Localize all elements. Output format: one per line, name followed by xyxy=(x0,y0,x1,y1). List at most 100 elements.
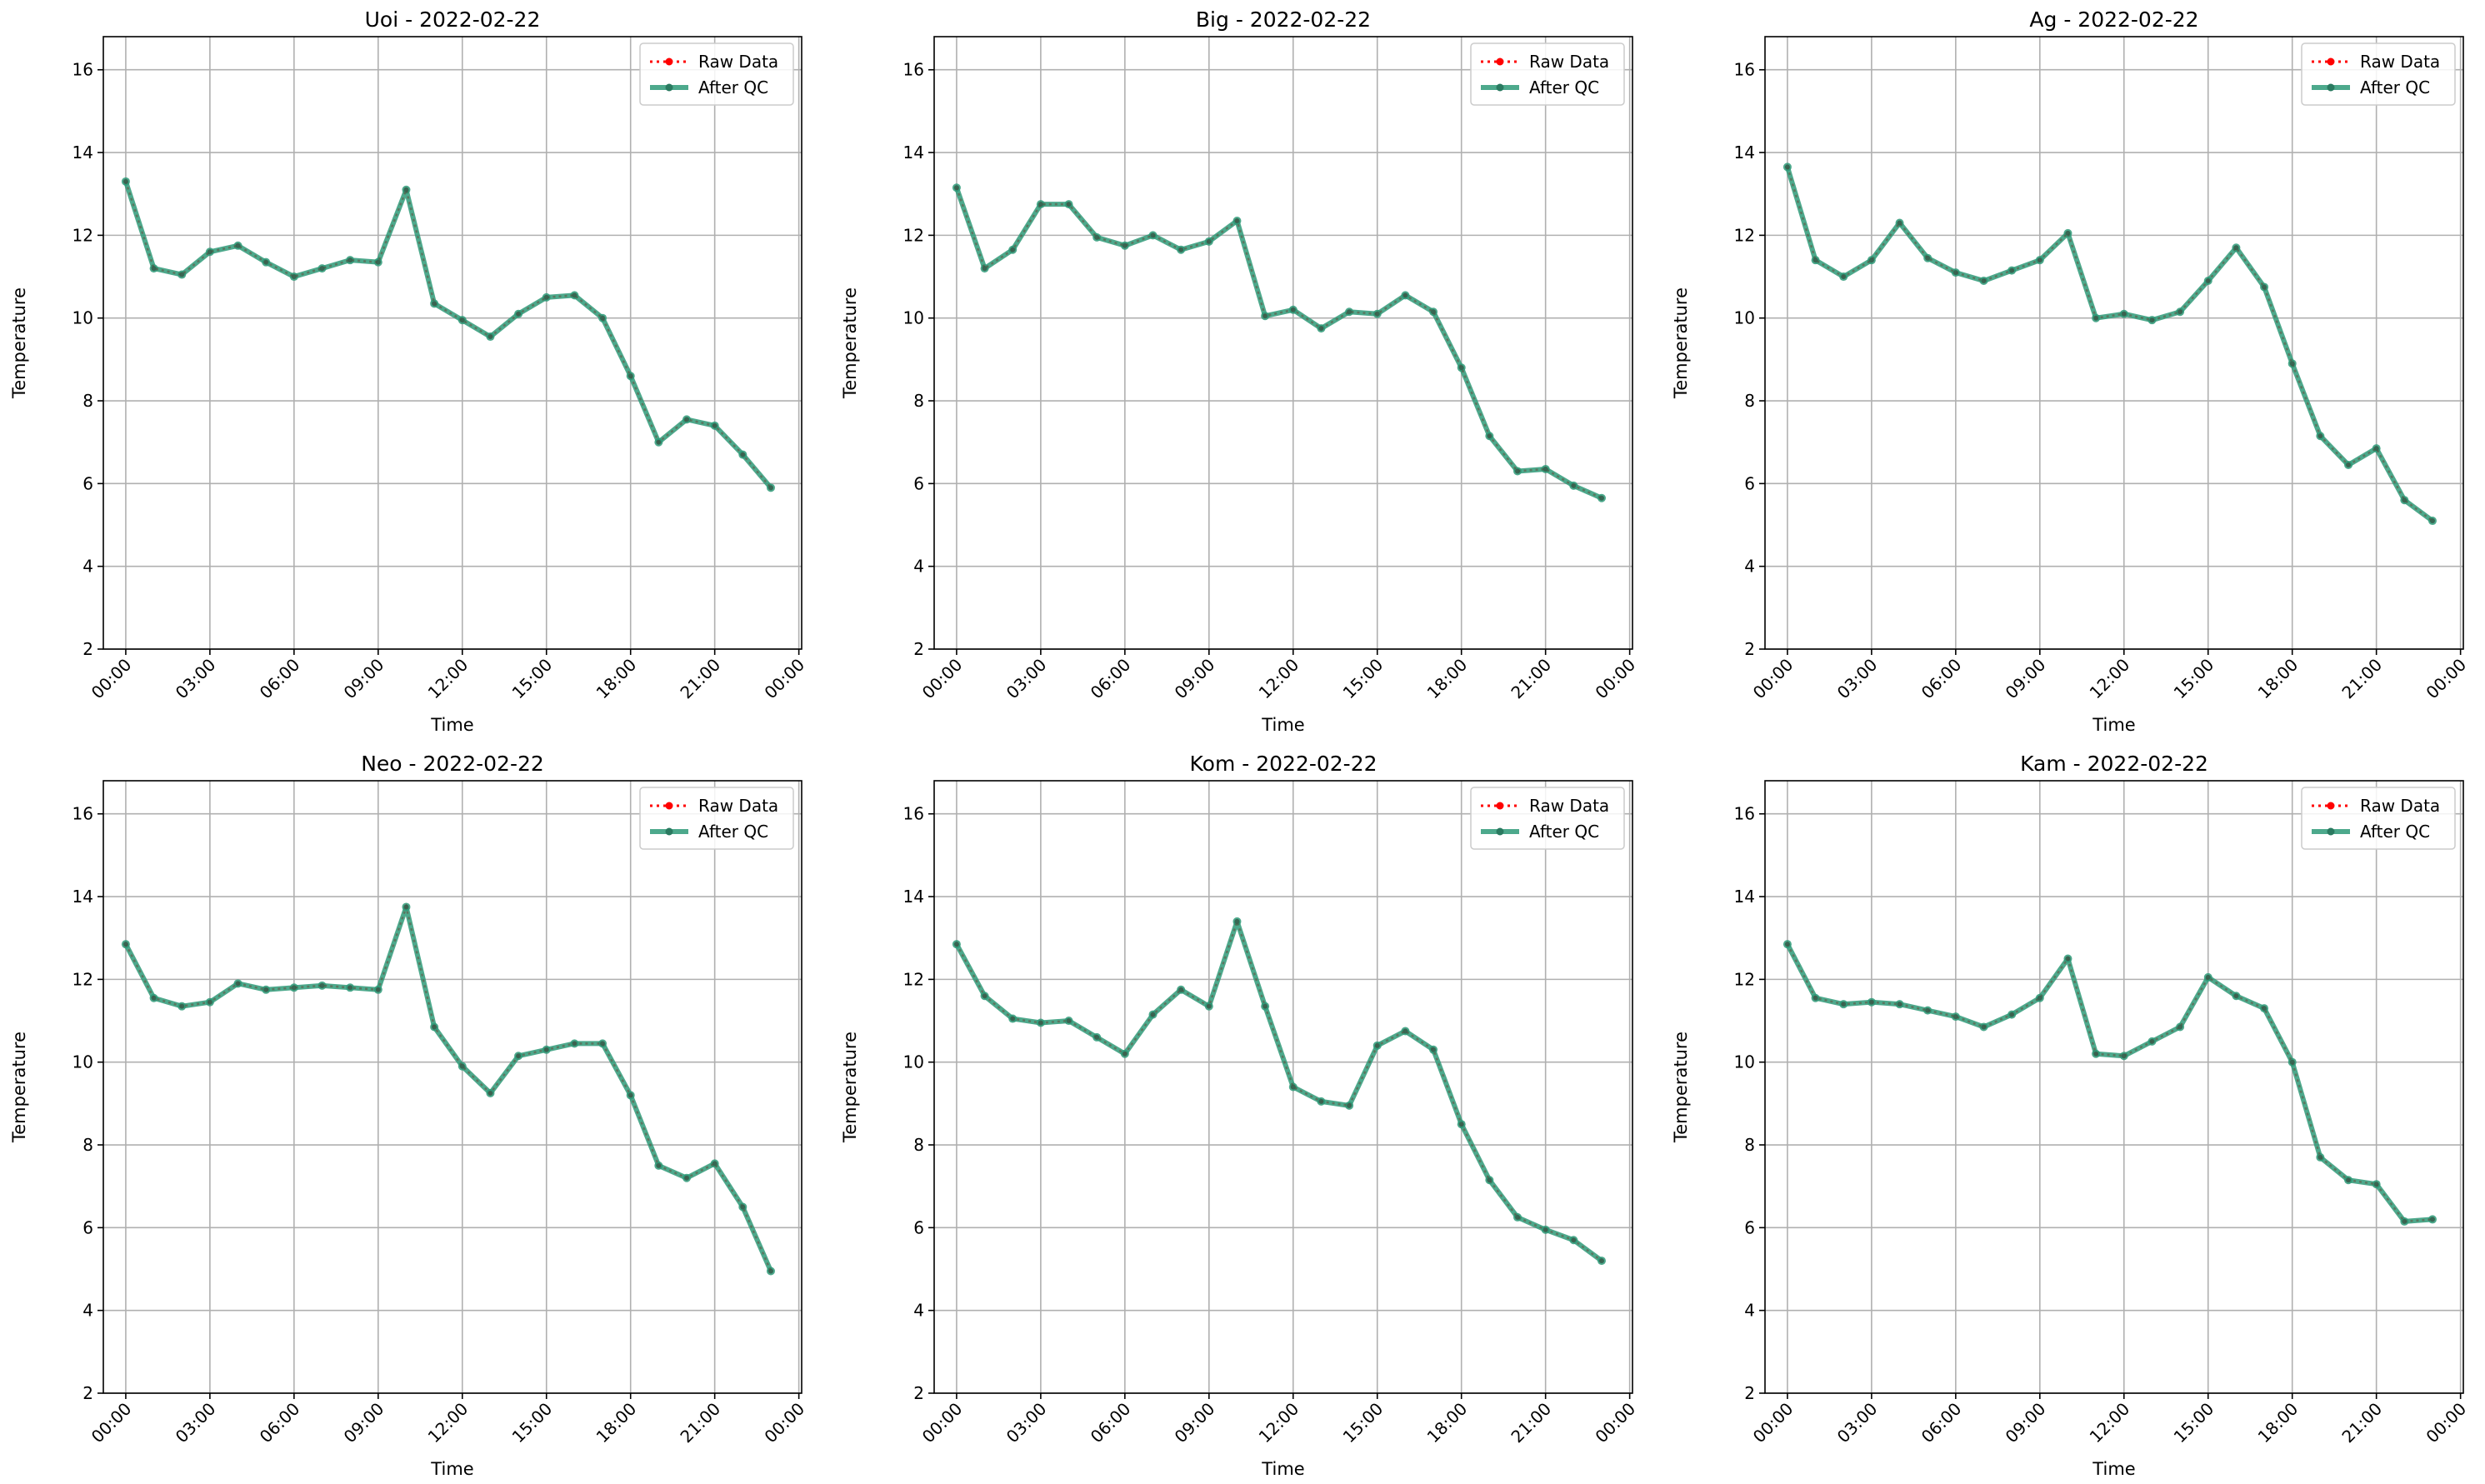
legend-marker-after-qc xyxy=(665,83,673,92)
data-point-raw-data xyxy=(2289,361,2295,367)
data-point-raw-data xyxy=(1458,1122,1464,1127)
data-point-raw-data xyxy=(2233,245,2239,251)
y-tick-label: 4 xyxy=(1744,1301,1755,1321)
y-tick-label: 6 xyxy=(1744,473,1755,493)
y-axis-label: Temperature xyxy=(1671,1032,1691,1143)
data-point-raw-data xyxy=(1094,1034,1100,1040)
x-tick-label: 03:00 xyxy=(1833,655,1882,703)
data-point-raw-data xyxy=(2121,1053,2127,1059)
data-point-raw-data xyxy=(1598,495,1604,501)
axes-frame xyxy=(933,36,1633,650)
x-tick-label: 18:00 xyxy=(2254,655,2302,703)
legend-marker-raw-data xyxy=(2327,802,2335,810)
y-tick-label: 2 xyxy=(1744,639,1755,659)
x-tick-label: 18:00 xyxy=(2254,1399,2302,1447)
x-tick-label: 09:00 xyxy=(1171,1399,1219,1447)
x-tick-label: 00:00 xyxy=(1749,1399,1798,1447)
data-point-raw-data xyxy=(235,981,241,987)
x-tick-label: 00:00 xyxy=(1591,655,1639,703)
y-tick-label: 8 xyxy=(82,391,93,411)
data-point-raw-data xyxy=(1868,257,1874,263)
data-point-raw-data xyxy=(459,1063,465,1069)
data-point-raw-data xyxy=(1402,1028,1408,1034)
y-tick-label: 2 xyxy=(913,1383,924,1403)
chart-panel-2: 2 4 6 8 10 12 14 16 00:00 03:00 06:00 09:00 12:00 15:… xyxy=(840,7,1639,735)
data-point-raw-data xyxy=(151,995,157,1001)
data-point-raw-data xyxy=(235,242,241,248)
y-tick-label: 12 xyxy=(72,969,93,989)
x-tick-label: 00:00 xyxy=(1749,655,1798,703)
data-point-raw-data xyxy=(712,422,718,428)
x-tick-label: 00:00 xyxy=(918,655,967,703)
data-point-raw-data xyxy=(1981,278,1987,284)
data-point-raw-data xyxy=(207,249,212,255)
data-point-raw-data xyxy=(2373,1182,2379,1187)
data-point-raw-data xyxy=(179,272,185,277)
y-tick-label: 16 xyxy=(72,60,93,80)
data-point-raw-data xyxy=(1598,1258,1604,1264)
data-point-raw-data xyxy=(2093,315,2099,321)
data-point-raw-data xyxy=(1515,1214,1521,1220)
y-tick-label: 2 xyxy=(1744,1383,1755,1403)
data-point-raw-data xyxy=(1347,309,1352,315)
data-point-raw-data xyxy=(1571,482,1577,488)
y-axis-label: Temperature xyxy=(9,1032,29,1143)
data-point-raw-data xyxy=(982,993,988,999)
data-point-raw-data xyxy=(319,982,325,988)
data-point-raw-data xyxy=(516,311,522,317)
data-point-raw-data xyxy=(1981,1024,1987,1030)
x-axis-label: Time xyxy=(2092,715,2135,735)
legend-marker-after-qc xyxy=(2327,83,2335,92)
data-point-raw-data xyxy=(1038,1020,1043,1026)
legend-label-raw-data: Raw Data xyxy=(1529,796,1609,816)
data-point-raw-data xyxy=(1431,309,1437,315)
y-tick-label: 12 xyxy=(903,225,924,245)
chart-panel-3: 2 4 6 8 10 12 14 16 00:00 03:00 06:00 09:00 12:00 15:… xyxy=(1671,7,2470,735)
data-point-raw-data xyxy=(2009,1012,2015,1017)
data-point-raw-data xyxy=(2149,317,2155,323)
x-axis-label: Time xyxy=(1261,715,1304,735)
data-point-raw-data xyxy=(2402,1218,2408,1224)
data-point-raw-data xyxy=(1290,1084,1296,1090)
data-point-raw-data xyxy=(2402,497,2408,503)
y-tick-label: 16 xyxy=(72,804,93,824)
x-tick-label: 00:00 xyxy=(2422,655,2470,703)
data-point-raw-data xyxy=(600,315,606,321)
data-point-raw-data xyxy=(1784,942,1790,947)
chart-title: Kom - 2022-02-22 xyxy=(1190,752,1378,776)
data-point-raw-data xyxy=(1262,313,1268,319)
chart-panel-5: 2 4 6 8 10 12 14 16 00:00 03:00 06:00 09:00 12:00 15:… xyxy=(840,752,1639,1479)
y-tick-label: 4 xyxy=(82,1301,93,1321)
data-point-raw-data xyxy=(1431,1047,1437,1052)
data-point-raw-data xyxy=(2262,284,2268,290)
x-tick-label: 09:00 xyxy=(340,655,388,703)
series-line-raw-data xyxy=(955,917,1602,1262)
y-tick-label: 12 xyxy=(72,225,93,245)
y-tick-label: 16 xyxy=(1734,60,1755,80)
data-point-raw-data xyxy=(2429,1217,2435,1222)
legend: Raw Data After QC xyxy=(2301,42,2456,106)
data-point-raw-data xyxy=(1897,220,1902,226)
data-point-raw-data xyxy=(263,259,269,265)
legend-marker-raw-data xyxy=(2327,57,2335,66)
data-point-raw-data xyxy=(1206,1003,1212,1009)
y-tick-label: 10 xyxy=(72,308,93,328)
x-tick-label: 06:00 xyxy=(1918,1399,1966,1447)
data-point-raw-data xyxy=(179,1003,185,1009)
legend-label-raw-data: Raw Data xyxy=(1529,52,1609,72)
data-point-raw-data xyxy=(1812,995,1818,1001)
data-point-raw-data xyxy=(1402,292,1408,298)
y-tick-label: 10 xyxy=(72,1052,93,1072)
series-line-raw-data xyxy=(1786,943,2433,1223)
data-point-raw-data xyxy=(2346,462,2352,468)
data-point-raw-data xyxy=(953,185,959,191)
legend-label-raw-data: Raw Data xyxy=(2360,52,2440,72)
y-tick-label: 14 xyxy=(903,142,924,162)
x-tick-label: 12:00 xyxy=(2086,1399,2134,1447)
data-point-raw-data xyxy=(1487,433,1492,439)
data-point-raw-data xyxy=(628,1092,633,1098)
y-tick-label: 8 xyxy=(82,1135,93,1155)
y-tick-label: 4 xyxy=(913,557,924,577)
data-point-raw-data xyxy=(1122,1051,1128,1057)
data-point-raw-data xyxy=(1458,365,1464,371)
